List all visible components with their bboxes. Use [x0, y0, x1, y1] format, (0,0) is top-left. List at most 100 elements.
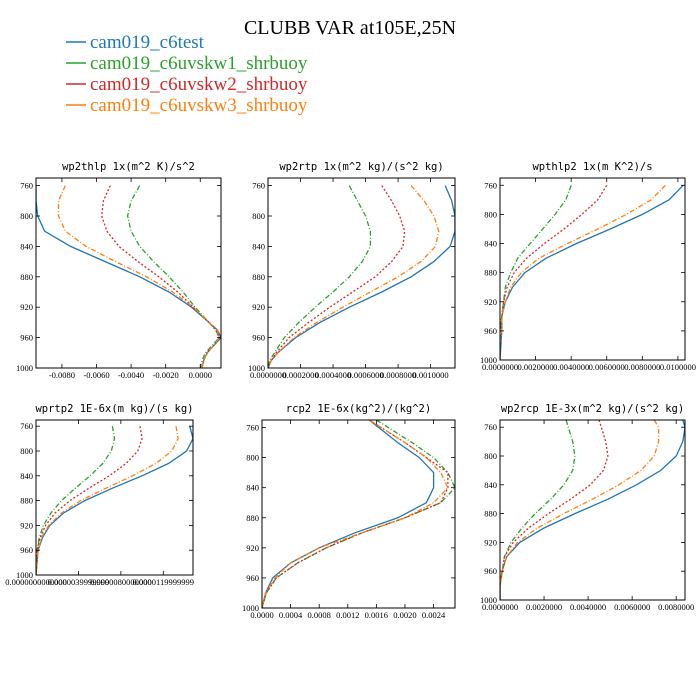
y-tick-label: 960 [252, 333, 265, 343]
y-tick-label: 1000 [16, 363, 33, 373]
x-tick-label: 0.0000080000000 [90, 577, 152, 587]
x-tick-label: -0.0060 [83, 370, 109, 380]
series-line [101, 185, 221, 368]
y-tick-label: 1000 [248, 363, 265, 373]
x-tick-label: 0.0060000 [589, 362, 625, 372]
legend-entry: cam019_c6uvskw1_shrbuoy [90, 53, 308, 74]
y-tick-label: 1000 [480, 595, 497, 605]
y-tick-label: 840 [252, 241, 265, 251]
series-line [262, 420, 435, 608]
y-tick-label: 840 [246, 483, 259, 493]
y-tick-label: 800 [20, 446, 33, 456]
x-tick-label: 0.0006000 [348, 370, 384, 380]
y-tick-label: 880 [20, 272, 33, 282]
series-line [268, 185, 406, 368]
x-tick-label: 0.0004 [279, 610, 303, 620]
x-tick-label: 0.0000000 [482, 602, 518, 612]
y-tick-label: 1000 [480, 355, 497, 365]
y-tick-label: 960 [246, 573, 259, 583]
series-line [268, 185, 372, 368]
panel-5: rcp2 1E-6x(kg^2)/(kg^2) 760 800 840 880 920 96… [242, 403, 456, 620]
series-line [500, 420, 660, 600]
x-tick-label: -0.0020 [153, 370, 179, 380]
y-tick-label: 840 [484, 480, 497, 490]
panel-title: wp2thlp 1x(m^2 K)/s^2 [62, 161, 195, 173]
x-tick-label: 0.0020000 [526, 602, 562, 612]
panel-title: wp2rcp 1E-3x(m^2 kg)/(s^2 kg) [501, 403, 684, 415]
x-tick-label: 0.0012 [336, 610, 359, 620]
panel-title: rcp2 1E-6x(kg^2)/(kg^2) [286, 403, 431, 415]
y-tick-label: 920 [252, 302, 265, 312]
panel-title: wprtp2 1E-6x(m kg)/(s kg) [35, 403, 193, 415]
y-tick-label: 760 [246, 423, 259, 433]
x-tick-label: 0.0080000 [658, 602, 694, 612]
x-tick-label: 0.0060000 [614, 602, 650, 612]
x-tick-label: 0.0040000 [553, 362, 589, 372]
series-line [126, 185, 221, 368]
plot-frame [267, 177, 456, 369]
series-line [268, 185, 455, 368]
y-tick-label: 800 [246, 453, 259, 463]
y-tick-label: 880 [252, 272, 265, 282]
figure-title: CLUBB VAR at105E,25N [244, 17, 456, 39]
x-tick-label: 0.0000119999999 [133, 577, 194, 587]
x-tick-label: 0.0000000 [250, 370, 286, 380]
panel-6: wp2rcp 1E-3x(m^2 kg)/(s^2 kg) 760 800 840 88… [480, 403, 694, 612]
plot-frame [499, 419, 686, 601]
y-tick-label: 960 [484, 566, 497, 576]
y-tick-label: 840 [20, 241, 33, 251]
series-line [36, 426, 143, 575]
x-tick-label: 0.0016 [365, 610, 388, 620]
y-tick-label: 800 [252, 211, 265, 221]
y-tick-label: 960 [20, 545, 33, 555]
y-tick-label: 760 [484, 180, 497, 190]
series-line [57, 185, 220, 368]
x-tick-label: 0.0080000 [624, 362, 660, 372]
y-tick-label: 960 [484, 326, 497, 336]
series-line [500, 185, 572, 360]
x-tick-label: 0.0008 [307, 610, 330, 620]
y-tick-label: 840 [484, 239, 497, 249]
series-line [268, 185, 440, 368]
y-tick-label: 880 [484, 268, 497, 278]
panel-title: wpthlp2 1x(m K^2)/s [532, 161, 652, 173]
x-tick-label: 0.0040000 [570, 602, 606, 612]
x-tick-label: -0.0040 [118, 370, 144, 380]
y-tick-label: 800 [484, 209, 497, 219]
legend: cam019_c6testcam019_c6uvskw1_shrbuoycam0… [66, 32, 308, 116]
legend-entry: cam019_c6uvskw3_shrbuoy [90, 95, 308, 116]
y-tick-label: 1000 [16, 570, 33, 580]
y-tick-label: 800 [484, 451, 497, 461]
x-tick-label: 0.0000000 [482, 362, 518, 372]
series-line [262, 420, 449, 608]
series-line [36, 426, 179, 575]
y-tick-label: 880 [484, 509, 497, 519]
y-tick-label: 920 [20, 520, 33, 530]
plot-frame [35, 177, 222, 369]
plot-frame [35, 419, 194, 576]
x-tick-label: -0.0080 [49, 370, 75, 380]
panel-4: wprtp2 1E-6x(m kg)/(s kg)760 800 840 880 920… [5, 403, 194, 587]
y-tick-label: 760 [252, 181, 265, 191]
x-tick-label: 0.0002000 [282, 370, 318, 380]
y-tick-label: 880 [20, 496, 33, 506]
y-tick-label: 920 [484, 297, 497, 307]
x-tick-label: 0.0000 [189, 370, 212, 380]
y-tick-label: 880 [246, 513, 259, 523]
legend-entry: cam019_c6test [90, 32, 205, 53]
x-tick-label: 0.0000000000000 [5, 577, 67, 587]
x-tick-label: 0.0008000 [380, 370, 416, 380]
x-tick-label: 0.0024 [422, 610, 446, 620]
legend-entry: cam019_c6uvskw2_shrbuoy [90, 74, 308, 95]
x-tick-label: 0.0020000 [518, 362, 554, 372]
y-tick-label: 760 [20, 421, 33, 431]
panels: wp2thlp 1x(m^2 K)/s^2 760 800 840 880 920 960 1… [5, 161, 696, 620]
y-tick-label: 920 [20, 302, 33, 312]
x-tick-label: 0.0010000 [413, 370, 449, 380]
y-tick-label: 760 [20, 181, 33, 191]
y-tick-label: 920 [484, 537, 497, 547]
x-tick-label: 0.0020 [393, 610, 416, 620]
plot-frame [499, 177, 686, 361]
